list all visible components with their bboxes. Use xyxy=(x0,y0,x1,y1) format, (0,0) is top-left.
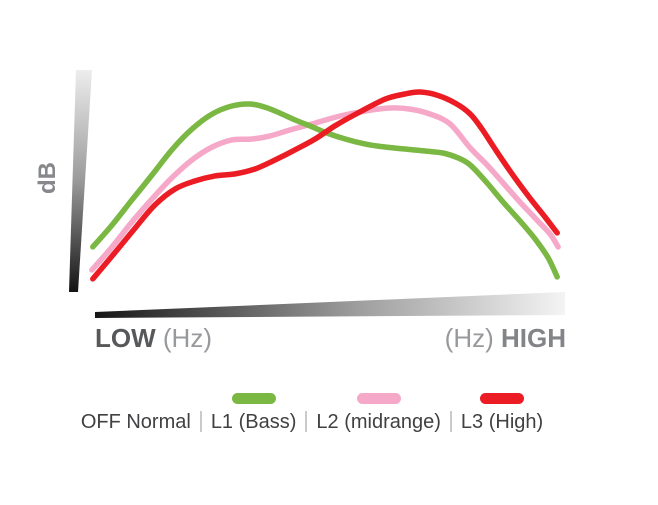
curve-l3-high xyxy=(90,89,560,282)
curve-l1-bass xyxy=(90,101,560,280)
legend: OFF Normal L1 (Bass) L2 (midrange) L3 (H… xyxy=(0,392,624,434)
curves-group xyxy=(89,89,561,282)
x-axis-low-unit: (Hz) xyxy=(162,323,212,353)
legend-label-l3-high: L3 (High) xyxy=(460,411,544,433)
curve-l2-midrange xyxy=(89,105,561,273)
legend-item-l3-high: L3 (High) xyxy=(461,393,543,434)
legend-label-l2-midrange: L2 (midrange) xyxy=(316,411,441,433)
legend-label-off-normal: OFF Normal xyxy=(80,411,191,433)
x-axis-high-unit: (Hz) xyxy=(444,323,494,353)
x-axis-low-text: LOW xyxy=(95,323,156,353)
x-axis-wedge xyxy=(95,292,565,318)
y-axis-wedge xyxy=(69,70,92,292)
legend-swatch-l3-high xyxy=(480,393,525,404)
legend-label-l1-bass: L1 (Bass) xyxy=(210,411,297,433)
legend-item-l2-midrange: L2 (midrange) xyxy=(316,393,441,434)
legend-divider xyxy=(449,411,452,432)
legend-item-l1-bass: L1 (Bass) xyxy=(210,393,297,434)
y-axis-label: dB xyxy=(34,162,61,194)
legend-divider xyxy=(305,411,308,432)
x-axis-label-low: LOW (Hz) xyxy=(95,323,212,354)
x-axis-high-text: HIGH xyxy=(501,323,566,353)
legend-swatch-l2-midrange xyxy=(356,393,401,404)
legend-swatch-l1-bass xyxy=(231,393,276,404)
x-axis-label-high: (Hz) HIGH xyxy=(445,323,566,354)
legend-divider xyxy=(199,411,202,432)
legend-item-off-normal: OFF Normal xyxy=(81,410,191,434)
